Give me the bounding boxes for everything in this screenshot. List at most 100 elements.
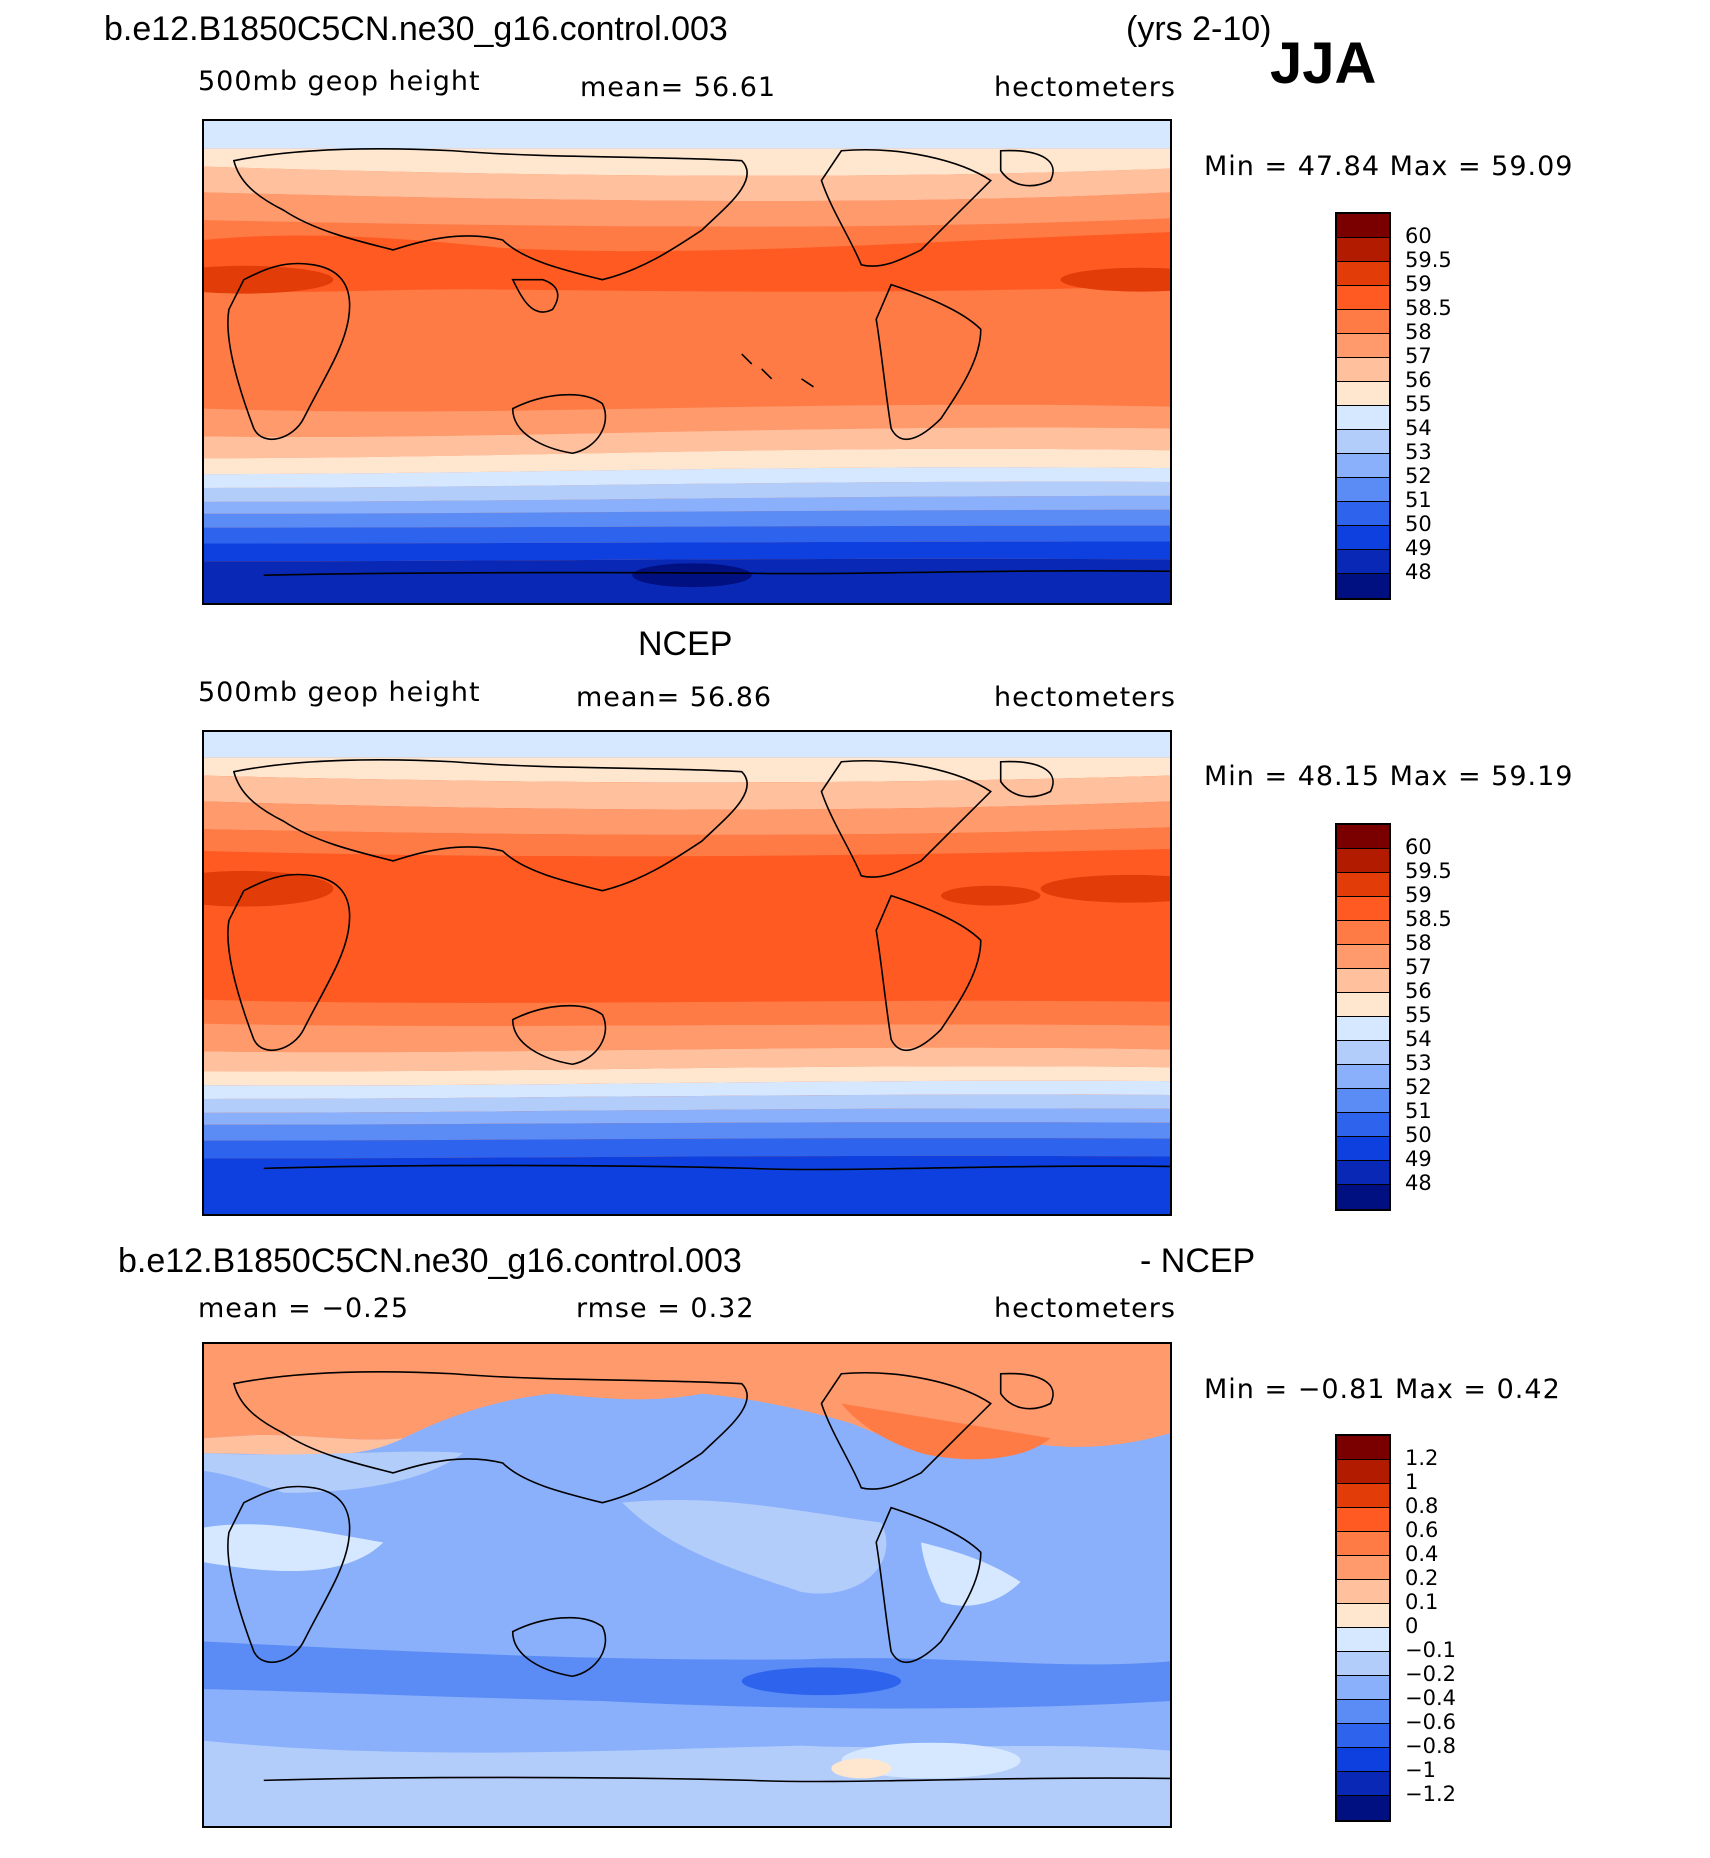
colorbar-swatch [1337,1089,1389,1113]
case-title: b.e12.B1850C5CN.ne30_g16.control.003 [104,10,728,48]
colorbar-swatch [1337,1041,1389,1065]
panel3-map-plot [204,1344,1170,1826]
panel1-map-plot [204,121,1170,603]
panel3-units-label: hectometers [994,1293,1176,1324]
colorbar-tick-label: 58 [1405,931,1432,955]
colorbar-swatch [1337,286,1389,310]
colorbar-swatch [1337,873,1389,897]
colorbar-tick-label: 0.8 [1405,1494,1439,1518]
colorbar-swatch [1337,574,1389,598]
colorbar-swatch [1337,1185,1389,1209]
colorbar-tick-label: 48 [1405,560,1432,584]
colorbar-tick-label: 58.5 [1405,296,1452,320]
panel1-mean-label: mean= 56.61 [580,72,777,103]
colorbar-tick-label: −0.2 [1405,1662,1456,1686]
years-label: (yrs 2-10) [1126,10,1272,48]
panel2-field-label: 500mb geop height [198,677,481,708]
colorbar-swatch [1337,550,1389,574]
colorbar-swatch [1337,1676,1389,1700]
panel1-colorbar [1335,212,1391,600]
colorbar-swatch [1337,1460,1389,1484]
colorbar-tick-label: 53 [1405,440,1432,464]
colorbar-tick-label: 49 [1405,536,1432,560]
colorbar-swatch [1337,310,1389,334]
colorbar-tick-label: 1 [1405,1470,1419,1494]
colorbar-swatch [1337,1580,1389,1604]
colorbar-swatch [1337,1604,1389,1628]
colorbar-swatch [1337,1628,1389,1652]
colorbar-swatch [1337,1113,1389,1137]
colorbar-swatch [1337,1436,1389,1460]
colorbar-swatch [1337,1484,1389,1508]
colorbar-tick-label: −1 [1405,1758,1436,1782]
colorbar-tick-label: 53 [1405,1051,1432,1075]
panel2-min-max: Min = 48.15 Max = 59.19 [1204,761,1574,792]
colorbar-swatch [1337,1137,1389,1161]
colorbar-swatch [1337,1652,1389,1676]
colorbar-tick-label: 1.2 [1405,1446,1439,1470]
colorbar-swatch [1337,945,1389,969]
colorbar-tick-label: 51 [1405,488,1432,512]
colorbar-tick-label: 56 [1405,368,1432,392]
colorbar-tick-label: 59.5 [1405,859,1452,883]
colorbar-tick-label: 56 [1405,979,1432,1003]
colorbar-swatch [1337,1556,1389,1580]
colorbar-swatch [1337,238,1389,262]
colorbar-swatch [1337,969,1389,993]
colorbar-swatch [1337,921,1389,945]
colorbar-tick-label: 0 [1405,1614,1419,1638]
colorbar-swatch [1337,382,1389,406]
panel3-rmse-label: rmse = 0.32 [576,1293,755,1324]
panel3-map [202,1342,1172,1828]
colorbar-tick-label: 0.1 [1405,1590,1439,1614]
colorbar-swatch [1337,1508,1389,1532]
colorbar-swatch [1337,1796,1389,1820]
colorbar-swatch [1337,1772,1389,1796]
panel2-mean-label: mean= 56.86 [576,682,773,713]
colorbar-tick-label: −0.1 [1405,1638,1456,1662]
panel1-min-max: Min = 47.84 Max = 59.09 [1204,151,1574,182]
colorbar-swatch [1337,825,1389,849]
colorbar-swatch [1337,334,1389,358]
panel2-colorbar [1335,823,1391,1211]
panel1-field-label: 500mb geop height [198,66,481,97]
colorbar-tick-label: 58.5 [1405,907,1452,931]
colorbar-tick-label: 58 [1405,320,1432,344]
colorbar-tick-label: 54 [1405,1027,1432,1051]
colorbar-tick-label: 50 [1405,512,1432,536]
colorbar-swatch [1337,502,1389,526]
colorbar-tick-label: 59 [1405,272,1432,296]
colorbar-tick-label: 59 [1405,883,1432,907]
colorbar-tick-label: 0.2 [1405,1566,1439,1590]
colorbar-swatch [1337,526,1389,550]
colorbar-tick-label: 60 [1405,835,1432,859]
colorbar-swatch [1337,406,1389,430]
colorbar-tick-label: 0.4 [1405,1542,1439,1566]
colorbar-tick-label: 52 [1405,464,1432,488]
panel3-colorbar [1335,1434,1391,1822]
colorbar-swatch [1337,214,1389,238]
colorbar-tick-label: 52 [1405,1075,1432,1099]
colorbar-tick-label: 57 [1405,955,1432,979]
colorbar-tick-label: 54 [1405,416,1432,440]
colorbar-swatch [1337,1532,1389,1556]
colorbar-tick-label: 55 [1405,1003,1432,1027]
colorbar-swatch [1337,1724,1389,1748]
season-label: JJA [1270,31,1377,96]
colorbar-tick-label: 49 [1405,1147,1432,1171]
colorbar-swatch [1337,1748,1389,1772]
colorbar-swatch [1337,1161,1389,1185]
colorbar-tick-label: −1.2 [1405,1782,1456,1806]
colorbar-swatch [1337,993,1389,1017]
colorbar-tick-label: 59.5 [1405,248,1452,272]
colorbar-tick-label: −0.4 [1405,1686,1456,1710]
colorbar-swatch [1337,1065,1389,1089]
colorbar-swatch [1337,478,1389,502]
colorbar-tick-label: 51 [1405,1099,1432,1123]
colorbar-tick-label: 60 [1405,224,1432,248]
colorbar-swatch [1337,1700,1389,1724]
panel2-map [202,730,1172,1216]
colorbar-tick-label: −0.6 [1405,1710,1456,1734]
panel2-map-plot [204,732,1170,1214]
panel2-title: NCEP [638,625,733,663]
